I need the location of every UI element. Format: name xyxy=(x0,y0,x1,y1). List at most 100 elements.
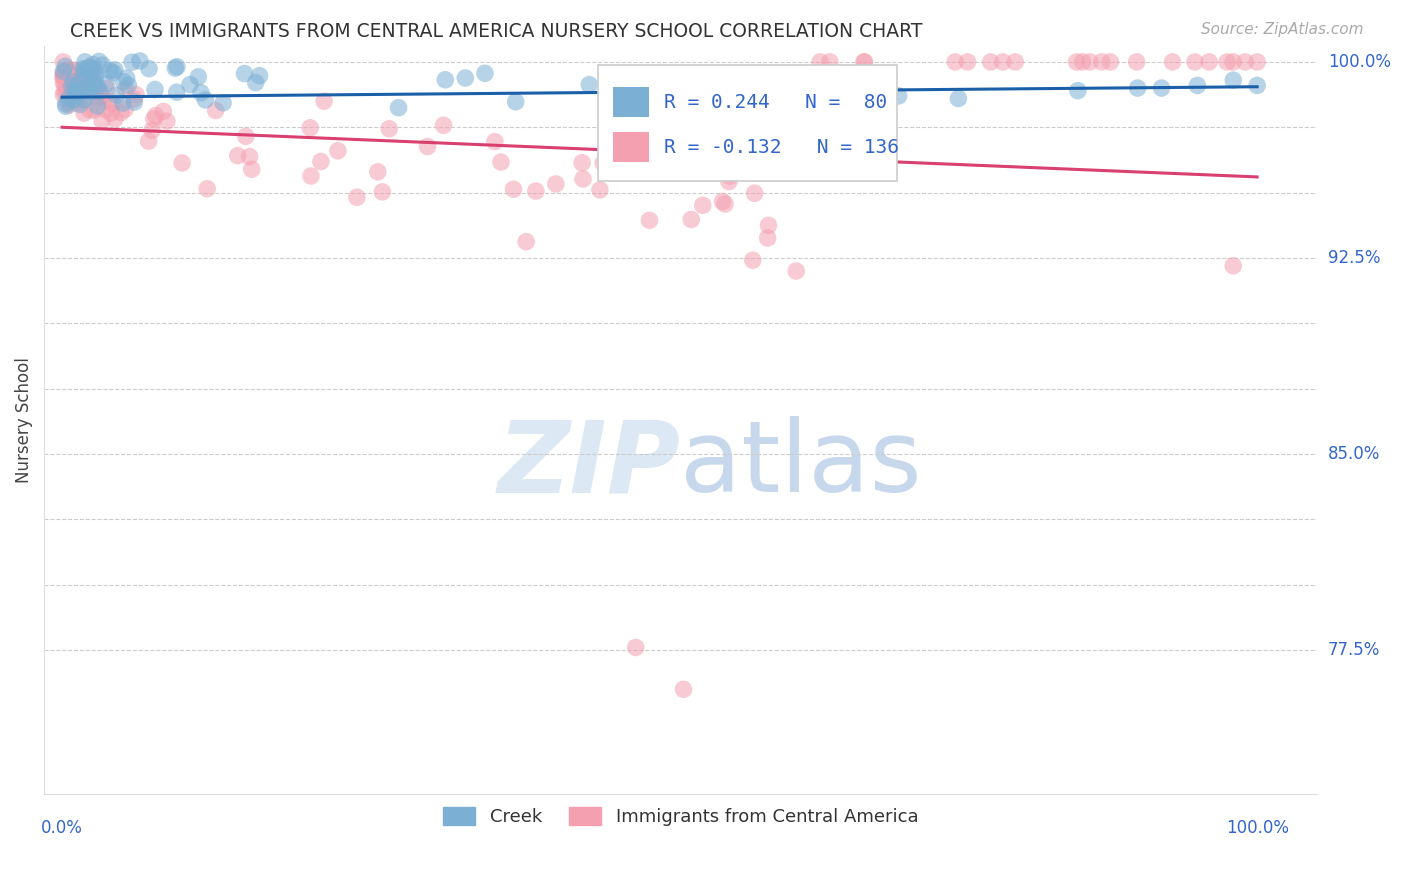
Point xyxy=(314,94,336,108)
Point xyxy=(89,86,111,100)
Point xyxy=(505,95,527,109)
Point xyxy=(1222,73,1244,87)
Point xyxy=(77,71,100,86)
Point xyxy=(571,155,593,169)
Point xyxy=(76,82,98,96)
Point xyxy=(672,682,695,697)
Point xyxy=(80,68,103,82)
Point xyxy=(56,82,79,96)
Point xyxy=(65,71,87,86)
Point xyxy=(474,66,496,80)
Point xyxy=(643,139,665,153)
Point xyxy=(55,67,77,81)
Point xyxy=(94,77,117,91)
Text: 77.5%: 77.5% xyxy=(1329,641,1381,659)
Point xyxy=(52,66,75,80)
Point xyxy=(94,103,117,117)
Point xyxy=(84,71,107,86)
Point xyxy=(91,114,114,128)
Point xyxy=(53,85,76,99)
Point xyxy=(387,101,409,115)
Point xyxy=(758,219,780,233)
Point xyxy=(98,96,121,111)
Point xyxy=(101,95,124,110)
Point xyxy=(346,190,368,204)
Point xyxy=(1187,78,1209,93)
Text: 100.0%: 100.0% xyxy=(1226,819,1289,837)
Point xyxy=(63,87,86,102)
Point xyxy=(104,112,127,126)
Point xyxy=(112,75,135,89)
Point xyxy=(86,79,108,94)
Legend: Creek, Immigrants from Central America: Creek, Immigrants from Central America xyxy=(436,800,925,833)
Point xyxy=(240,162,263,177)
Point xyxy=(100,106,122,120)
Point xyxy=(239,150,262,164)
Point xyxy=(818,54,841,69)
Point xyxy=(165,61,187,75)
Point xyxy=(711,194,734,209)
Point xyxy=(89,90,111,104)
Point xyxy=(692,198,714,212)
Point xyxy=(489,155,512,169)
Point xyxy=(62,63,84,78)
Point xyxy=(82,57,104,71)
Point xyxy=(79,66,101,80)
Point xyxy=(572,172,595,186)
Text: 92.5%: 92.5% xyxy=(1329,249,1381,267)
Point xyxy=(166,85,188,99)
Point xyxy=(63,83,86,97)
Point xyxy=(73,106,96,120)
Point xyxy=(63,63,86,78)
Point xyxy=(1066,54,1088,69)
Point xyxy=(66,85,89,99)
Point xyxy=(60,70,83,85)
Point xyxy=(52,70,75,84)
Point xyxy=(187,70,209,84)
Point xyxy=(86,99,108,113)
Point xyxy=(67,72,90,87)
Point xyxy=(52,75,75,89)
Text: R = 0.244   N =  80: R = 0.244 N = 80 xyxy=(664,93,887,112)
Point xyxy=(122,92,145,106)
Point xyxy=(454,70,477,85)
Point xyxy=(76,82,98,96)
Point xyxy=(1099,54,1122,69)
Text: Source: ZipAtlas.com: Source: ZipAtlas.com xyxy=(1201,22,1364,37)
Point xyxy=(179,78,201,92)
Point xyxy=(718,169,741,184)
Point xyxy=(1078,54,1101,69)
Point xyxy=(484,135,506,149)
Point xyxy=(1222,259,1244,273)
Point xyxy=(1222,54,1244,69)
Point xyxy=(114,102,136,116)
Point xyxy=(96,81,118,95)
Point xyxy=(67,86,90,100)
Point xyxy=(326,144,349,158)
Point xyxy=(578,78,600,92)
Point xyxy=(52,70,75,84)
Point xyxy=(89,84,111,98)
Point xyxy=(62,75,84,89)
Point xyxy=(1150,81,1173,95)
Point xyxy=(58,95,80,110)
Point xyxy=(124,95,146,109)
Point xyxy=(138,62,160,76)
Text: atlas: atlas xyxy=(681,417,922,514)
Point xyxy=(83,63,105,78)
Point xyxy=(233,66,256,80)
Point xyxy=(828,96,851,111)
Point xyxy=(194,93,217,107)
Point xyxy=(67,77,90,91)
Point xyxy=(717,175,740,189)
Point xyxy=(52,68,75,82)
Point xyxy=(245,76,267,90)
Point xyxy=(299,120,322,135)
Text: 85.0%: 85.0% xyxy=(1329,445,1381,463)
Point xyxy=(544,177,567,191)
Point xyxy=(768,91,790,105)
Point xyxy=(434,72,457,87)
Point xyxy=(114,82,136,96)
Point xyxy=(105,88,128,103)
Point xyxy=(808,54,831,69)
